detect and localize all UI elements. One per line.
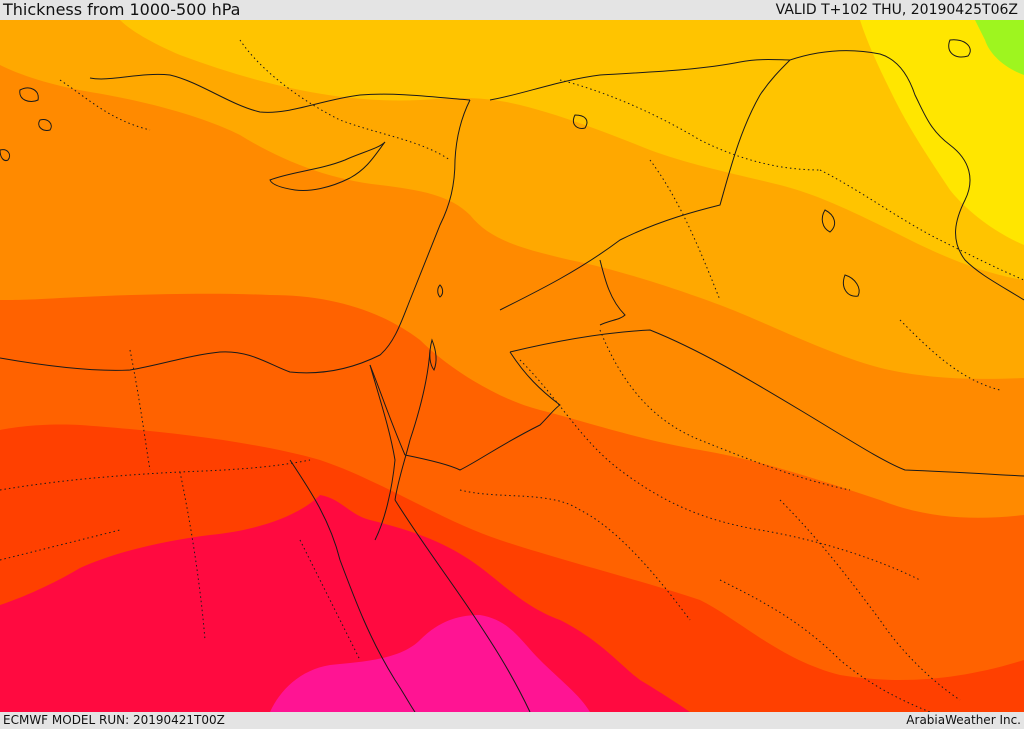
aegean-islands (0, 87, 52, 161)
model-run-label: ECMWF MODEL RUN: 20190421T00Z (3, 713, 225, 727)
map-title: Thickness from 1000-500 hPa (3, 0, 241, 19)
lake-van (948, 39, 971, 58)
aqaba-gulf (394, 349, 431, 501)
footer-bar: ECMWF MODEL RUN: 20190421T00Z ArabiaWeat… (0, 712, 1024, 729)
suez-gulf (369, 364, 396, 541)
band-green (975, 20, 1024, 75)
red-sea-east-coast (394, 499, 531, 712)
egypt-israel-border (369, 364, 406, 456)
map-canvas (0, 20, 1024, 712)
band-gold (120, 20, 1024, 280)
levant-coast (409, 99, 471, 301)
syria-iraq-border (489, 59, 791, 101)
lake-razzaza (843, 274, 860, 297)
lake-tharthar (821, 209, 836, 233)
jordan-saudi-border (499, 59, 791, 311)
jordan-saudi-south (404, 351, 561, 471)
valid-time: VALID T+102 THU, 20190425T06Z (775, 2, 1018, 18)
anatolia-south-coast (89, 73, 471, 113)
cyprus (269, 141, 386, 191)
mediterranean-south-coast (0, 299, 411, 374)
iran-west-border (789, 50, 1024, 301)
jordan-border (599, 259, 626, 326)
thickness-map (0, 20, 1024, 712)
header-bar: Thickness from 1000-500 hPa VALID T+102 … (0, 0, 1024, 20)
band-magenta (270, 615, 590, 712)
band-yellow (860, 20, 1024, 245)
coastlines (0, 39, 1024, 712)
saudi-iraq-border (509, 329, 1024, 477)
sea-of-galilee (437, 284, 444, 298)
national-borders (0, 39, 1024, 712)
credit-label: ArabiaWeather Inc. (906, 713, 1021, 727)
red-sea-west-coast (289, 459, 416, 712)
lake-assad (572, 114, 588, 129)
dead-sea (429, 338, 437, 371)
